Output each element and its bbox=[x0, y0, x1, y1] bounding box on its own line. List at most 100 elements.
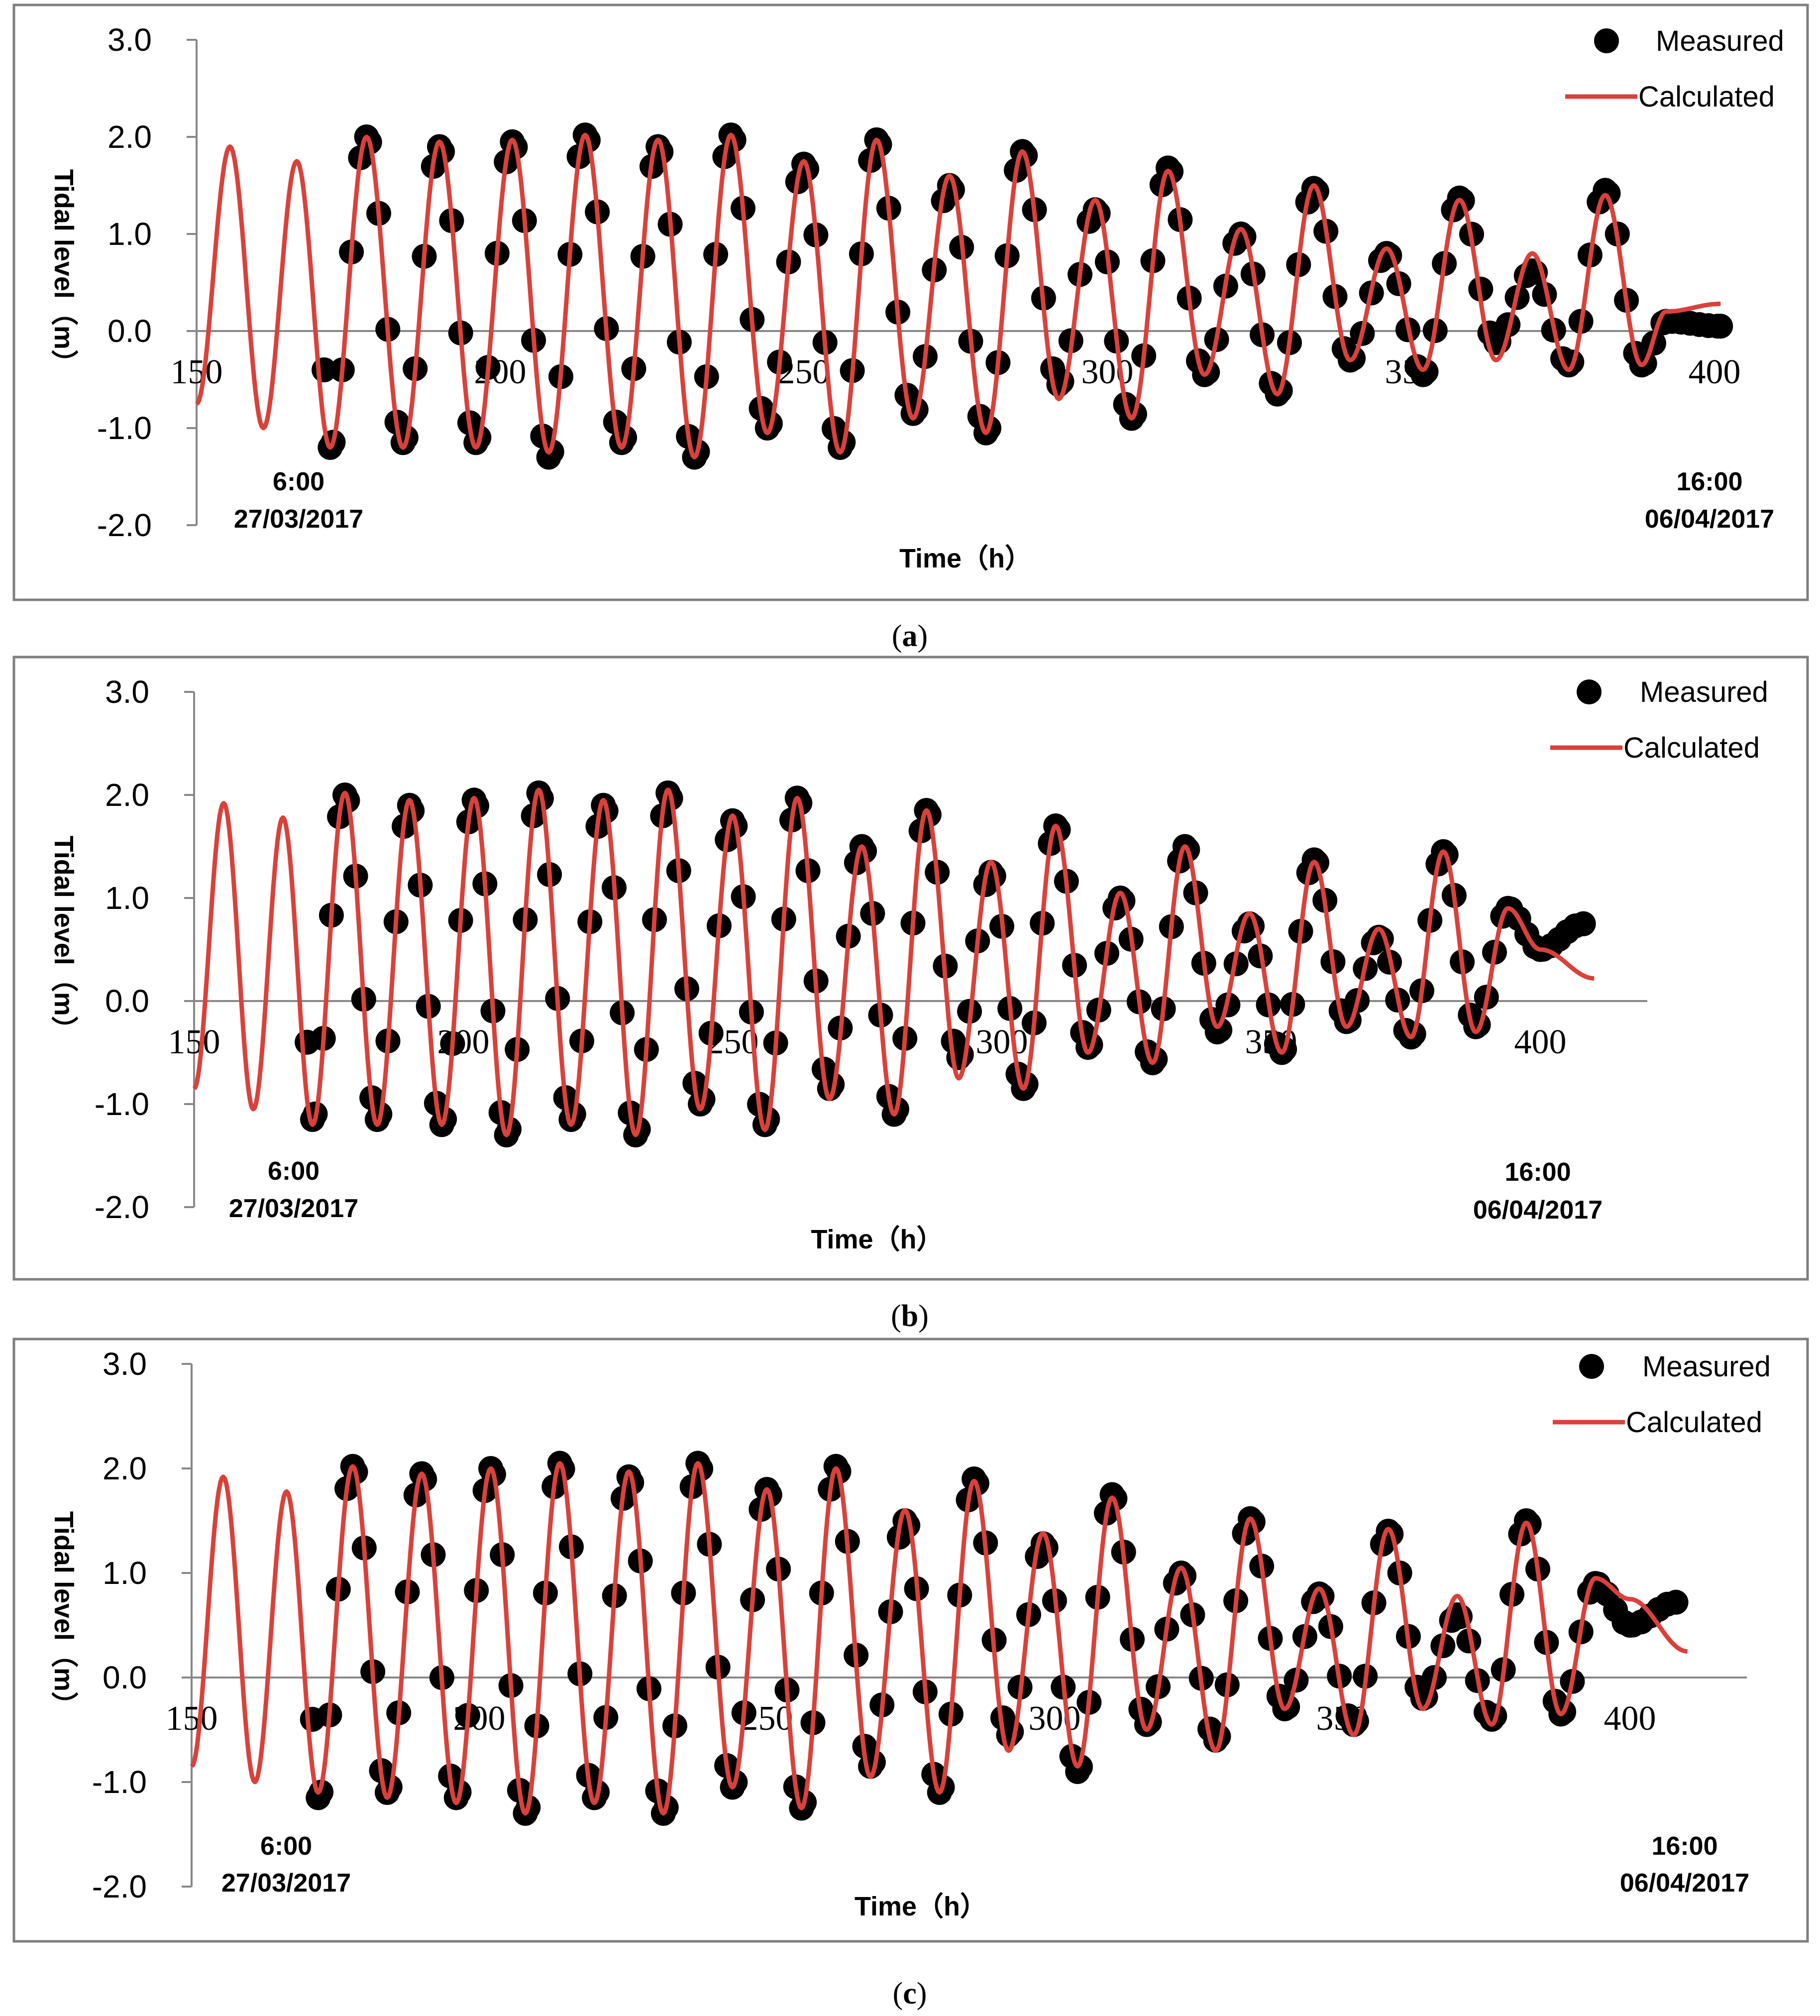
y-tick-label: 0.0 bbox=[103, 1660, 147, 1695]
y-tick-label: 3.0 bbox=[103, 1346, 147, 1382]
start-date-label: 27/03/2017 bbox=[229, 1194, 358, 1223]
y-tick-label: 1.0 bbox=[103, 1555, 147, 1591]
chart-panel-c: (c) 3.02.01.00.0-1.0-2.01502002503003504… bbox=[12, 1338, 1809, 2011]
measured-point bbox=[720, 808, 745, 833]
x-tick-label: 150 bbox=[171, 353, 223, 391]
y-tick-label: 0.0 bbox=[105, 983, 149, 1019]
panel-caption: (a) bbox=[892, 619, 928, 653]
measured-point bbox=[900, 401, 926, 426]
legend-measured-marker bbox=[1579, 1354, 1604, 1379]
measured-point bbox=[427, 134, 452, 159]
measured-point bbox=[1593, 178, 1618, 203]
end-time-label: 16:00 bbox=[1677, 467, 1743, 496]
legend-measured-marker bbox=[1577, 679, 1602, 704]
measured-point bbox=[1108, 886, 1133, 910]
measured-point bbox=[1410, 362, 1436, 387]
y-tick-label: -1.0 bbox=[97, 410, 152, 446]
x-tick-label: 400 bbox=[1514, 1023, 1567, 1061]
y-axis-title: Tidal level（m） bbox=[49, 836, 79, 1043]
x-axis-title: Time（h） bbox=[855, 1892, 987, 1921]
legend-measured-label: Measured bbox=[1656, 25, 1784, 57]
calculated-series-line bbox=[190, 1461, 1689, 1816]
measured-point bbox=[306, 1785, 331, 1810]
measured-point bbox=[582, 1785, 607, 1810]
measured-point bbox=[609, 430, 634, 455]
measured-point bbox=[1532, 282, 1557, 307]
x-tick-label: 150 bbox=[168, 1023, 220, 1061]
calculated-series-line bbox=[192, 787, 1595, 1137]
measured-point bbox=[397, 792, 422, 818]
measured-point bbox=[558, 1107, 584, 1132]
panel-caption: (c) bbox=[893, 1977, 927, 2011]
x-tick-label: 300 bbox=[1029, 1699, 1081, 1738]
start-time-label: 6:00 bbox=[268, 1157, 320, 1186]
x-axis-title: Time（h） bbox=[899, 544, 1032, 573]
chart-frame bbox=[12, 3, 1809, 601]
x-axis-title: Time（h） bbox=[811, 1225, 943, 1254]
y-tick-label: 1.0 bbox=[105, 880, 149, 916]
panel-caption-letter: c bbox=[903, 1977, 917, 2011]
measured-point bbox=[1456, 1628, 1482, 1654]
end-time-label: 16:00 bbox=[1505, 1158, 1571, 1187]
measured-series bbox=[312, 122, 1733, 470]
chart-frame bbox=[12, 656, 1809, 1281]
measured-point bbox=[375, 1780, 400, 1805]
measured-point bbox=[1663, 1589, 1689, 1615]
x-tick-label: 400 bbox=[1604, 1699, 1656, 1738]
y-tick-label: 3.0 bbox=[107, 22, 152, 58]
legend: Measured Calculated bbox=[1565, 25, 1784, 113]
x-tick-label: 400 bbox=[1689, 353, 1741, 391]
y-tick-label: 0.0 bbox=[107, 313, 152, 349]
y-tick-label: -1.0 bbox=[95, 1086, 149, 1122]
end-date-label: 06/04/2017 bbox=[1620, 1869, 1749, 1898]
measured-point bbox=[1204, 1019, 1230, 1045]
legend-measured-label: Measured bbox=[1640, 676, 1768, 708]
measured-point bbox=[688, 1092, 713, 1117]
measured-point bbox=[1075, 1035, 1101, 1060]
chart-frame bbox=[12, 1338, 1809, 1943]
x-tick-label: 150 bbox=[166, 1699, 218, 1738]
start-date-label: 27/03/2017 bbox=[221, 1869, 351, 1898]
measured-point bbox=[390, 430, 416, 455]
legend-measured-marker bbox=[1594, 28, 1619, 53]
measured-point bbox=[754, 416, 780, 441]
panel-caption: (b) bbox=[891, 1299, 929, 1333]
panel-caption-letter: a bbox=[902, 619, 918, 653]
end-time-label: 16:00 bbox=[1652, 1832, 1718, 1861]
y-axis-title: Tidal level（m） bbox=[49, 1511, 79, 1718]
legend-calculated-label: Calculated bbox=[1623, 732, 1760, 764]
y-tick-label: -2.0 bbox=[92, 1869, 147, 1904]
calculated-series-line bbox=[195, 132, 1721, 459]
measured-point bbox=[828, 435, 853, 460]
measured-point bbox=[295, 1029, 320, 1055]
measured-point bbox=[1099, 1482, 1125, 1507]
measured-point bbox=[1065, 1759, 1090, 1784]
chart-panel-a: (a) 3.02.01.00.0-1.0-2.01502002503003504… bbox=[12, 3, 1809, 653]
start-time-label: 6:00 bbox=[273, 467, 324, 496]
measured-point bbox=[364, 1107, 390, 1132]
measured-point bbox=[752, 1112, 777, 1137]
panel-caption-letter: b bbox=[901, 1299, 918, 1333]
end-date-label: 06/04/2017 bbox=[1473, 1196, 1603, 1225]
y-tick-label: -1.0 bbox=[92, 1764, 147, 1800]
measured-point bbox=[591, 792, 616, 818]
x-tick-label: 300 bbox=[1081, 353, 1134, 391]
end-date-label: 06/04/2017 bbox=[1645, 505, 1774, 534]
legend: Measured Calculated bbox=[1553, 1350, 1771, 1439]
measured-point bbox=[300, 1107, 325, 1132]
y-tick-label: 1.0 bbox=[107, 216, 152, 252]
y-tick-label: 2.0 bbox=[107, 119, 152, 155]
x-tick-label: 300 bbox=[976, 1023, 1028, 1061]
y-axis-title: Tidal level（m） bbox=[49, 169, 79, 376]
measured-point bbox=[616, 1464, 642, 1489]
legend-measured-label: Measured bbox=[1642, 1350, 1771, 1383]
legend: Measured Calculated bbox=[1550, 676, 1768, 764]
measured-point bbox=[463, 430, 489, 455]
y-tick-label: -2.0 bbox=[97, 507, 152, 543]
measured-point bbox=[312, 357, 337, 382]
measured-point bbox=[443, 1785, 469, 1810]
legend-calculated-label: Calculated bbox=[1626, 1406, 1762, 1439]
y-tick-label: 3.0 bbox=[105, 674, 149, 710]
y-tick-label: -2.0 bbox=[95, 1189, 149, 1225]
